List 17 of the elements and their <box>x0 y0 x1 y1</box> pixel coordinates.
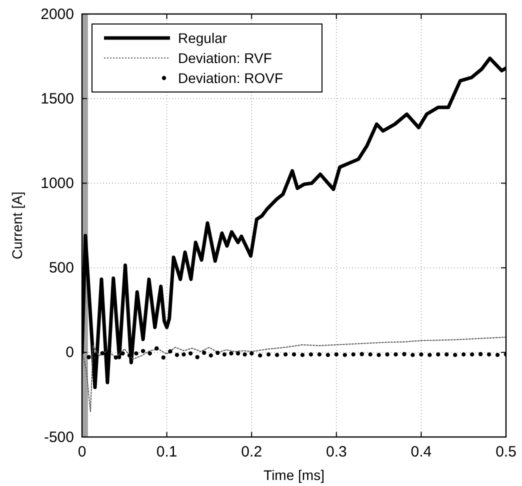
x-tick-label: 0 <box>78 444 86 461</box>
y-tick-label: 1500 <box>40 90 74 108</box>
y-axis-title: Current [A] <box>9 192 25 260</box>
x-axis-title: Time [ms] <box>264 467 324 483</box>
y-tick-label: -500 <box>44 428 74 446</box>
legend-label: Deviation: RVF <box>178 50 272 66</box>
x-tick-label: 0.4 <box>410 444 432 461</box>
y-tick-label: 500 <box>48 260 74 277</box>
legend-label: Regular <box>178 30 228 46</box>
x-tick-label: 0.1 <box>156 444 178 461</box>
y-tick-label: 1000 <box>40 175 74 192</box>
x-tick-label: 0.2 <box>241 444 262 461</box>
legend-label: Deviation: ROVF <box>178 70 284 86</box>
x-tick-label: 0.5 <box>496 444 516 461</box>
y-tick-label: 0 <box>66 344 74 362</box>
x-tick-label: 0.3 <box>326 444 347 461</box>
y-tick-label: 2000 <box>40 6 74 23</box>
